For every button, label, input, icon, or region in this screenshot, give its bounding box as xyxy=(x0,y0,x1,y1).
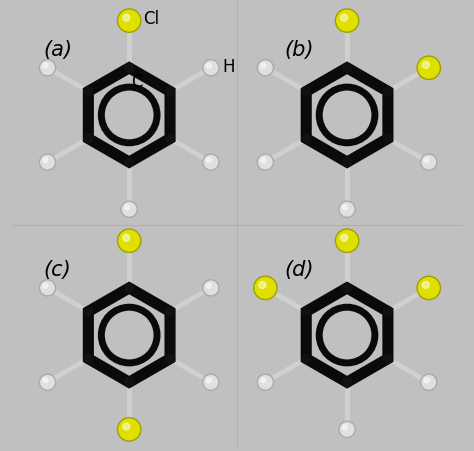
Text: C: C xyxy=(131,73,143,91)
Circle shape xyxy=(125,378,134,387)
Circle shape xyxy=(257,374,273,391)
Circle shape xyxy=(341,235,347,242)
Circle shape xyxy=(257,155,273,171)
Circle shape xyxy=(118,230,141,253)
Text: H: H xyxy=(223,57,235,75)
Circle shape xyxy=(43,284,48,289)
Circle shape xyxy=(261,158,266,163)
Circle shape xyxy=(302,87,310,97)
Circle shape xyxy=(257,60,273,77)
Circle shape xyxy=(84,135,93,144)
Circle shape xyxy=(207,158,211,163)
Circle shape xyxy=(118,418,141,441)
Circle shape xyxy=(84,307,93,316)
Circle shape xyxy=(343,205,347,210)
Circle shape xyxy=(383,307,392,316)
Text: (d): (d) xyxy=(284,259,314,279)
Circle shape xyxy=(125,158,134,167)
Circle shape xyxy=(165,354,174,364)
Circle shape xyxy=(343,158,352,167)
Circle shape xyxy=(339,421,355,437)
Circle shape xyxy=(420,155,437,171)
Text: (c): (c) xyxy=(44,259,72,279)
Circle shape xyxy=(125,205,129,210)
Circle shape xyxy=(84,354,93,364)
Circle shape xyxy=(383,135,392,144)
Circle shape xyxy=(339,202,355,218)
Circle shape xyxy=(39,60,55,77)
Circle shape xyxy=(259,282,266,289)
Circle shape xyxy=(336,230,359,253)
Circle shape xyxy=(254,276,277,300)
Circle shape xyxy=(165,87,174,97)
Circle shape xyxy=(422,282,429,289)
Circle shape xyxy=(343,425,347,430)
Circle shape xyxy=(207,64,211,69)
Circle shape xyxy=(118,10,141,33)
Circle shape xyxy=(123,235,130,242)
Circle shape xyxy=(125,284,134,293)
Circle shape xyxy=(39,280,55,296)
Circle shape xyxy=(125,64,134,73)
Circle shape xyxy=(121,202,137,218)
Circle shape xyxy=(417,57,440,80)
Text: (b): (b) xyxy=(284,40,314,60)
Circle shape xyxy=(165,135,174,144)
Circle shape xyxy=(383,87,392,97)
Circle shape xyxy=(261,378,266,383)
Circle shape xyxy=(43,158,48,163)
Circle shape xyxy=(261,64,266,69)
Circle shape xyxy=(341,15,347,22)
Circle shape xyxy=(39,374,55,391)
Circle shape xyxy=(302,135,310,144)
Circle shape xyxy=(343,284,352,293)
Text: Cl: Cl xyxy=(143,10,159,28)
Circle shape xyxy=(203,155,219,171)
Circle shape xyxy=(84,87,93,97)
Circle shape xyxy=(420,374,437,391)
Circle shape xyxy=(422,62,429,69)
Circle shape xyxy=(207,284,211,289)
Circle shape xyxy=(203,60,219,77)
Circle shape xyxy=(424,378,429,383)
Circle shape xyxy=(343,378,352,387)
Circle shape xyxy=(302,307,310,316)
Text: (a): (a) xyxy=(44,40,73,60)
Circle shape xyxy=(302,354,310,364)
Circle shape xyxy=(123,15,130,22)
Circle shape xyxy=(383,354,392,364)
Circle shape xyxy=(43,378,48,383)
Circle shape xyxy=(424,158,429,163)
Circle shape xyxy=(417,276,440,300)
Circle shape xyxy=(343,64,352,73)
Circle shape xyxy=(203,374,219,391)
Circle shape xyxy=(123,423,130,430)
Circle shape xyxy=(203,280,219,296)
Circle shape xyxy=(39,155,55,171)
Circle shape xyxy=(336,10,359,33)
Circle shape xyxy=(207,378,211,383)
Circle shape xyxy=(165,307,174,316)
Circle shape xyxy=(43,64,48,69)
